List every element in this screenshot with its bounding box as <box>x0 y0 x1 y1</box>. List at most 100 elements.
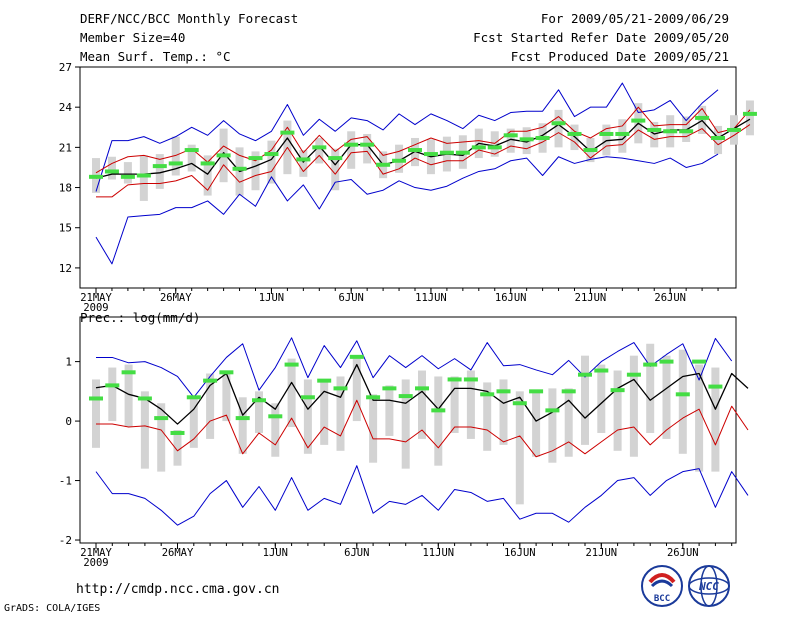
prec-spread-box <box>173 430 182 466</box>
temp-spread-box <box>363 133 372 164</box>
prec-variable-label: Prec.: log(mm/d) <box>80 310 200 325</box>
prec-median-bar <box>382 386 397 391</box>
prec-x-tick-label: 21MAY <box>80 547 112 559</box>
prec-y-tick-label: -2 <box>59 534 72 547</box>
temp-median-bar <box>663 129 678 134</box>
prec-spread-box <box>418 370 426 439</box>
prec-spread-box <box>401 379 410 469</box>
prec-spread-box <box>597 364 606 433</box>
prec-spread-box <box>515 391 524 505</box>
temp-median-bar <box>455 150 470 155</box>
temp-year-label: 2009 <box>83 302 108 314</box>
temp-spread-box <box>506 128 515 153</box>
prec-spread-box <box>385 385 394 436</box>
prec-spread-box <box>222 370 231 422</box>
prec-median-bar <box>480 392 495 397</box>
prec-y-tick-label: -1 <box>59 475 72 488</box>
prec-median-bar <box>594 368 609 373</box>
temp-median-bar <box>631 118 646 123</box>
temp-plot-frame <box>79 66 737 289</box>
temp-spread-box <box>155 154 164 189</box>
temp-spread-box <box>395 144 404 173</box>
prec-median-bar <box>675 392 690 397</box>
website-url[interactable]: http://cmdp.ncc.cma.gov.cn <box>76 582 280 597</box>
temp-median-bar <box>168 161 183 166</box>
variable-label: Mean Surf. Temp.: °C <box>80 49 231 64</box>
temp-median-bar <box>328 156 343 161</box>
prec-spread-box <box>483 382 492 451</box>
prec-median-bar <box>333 386 348 391</box>
prec-spread-box <box>499 379 508 445</box>
temp-x-tick-label: 26JUN <box>654 292 686 304</box>
prec-spread-box <box>92 379 100 448</box>
temp-median-bar <box>567 131 582 136</box>
prec-y-tick-label: 1 <box>65 356 72 369</box>
forecast-produced-date: Fcst Produced Date 2009/05/21 <box>510 49 729 64</box>
temp-spread-box <box>554 109 563 148</box>
temp-spread-box <box>203 155 212 196</box>
prec-median-bar <box>626 372 641 377</box>
temp-spread-box <box>171 136 180 176</box>
prec-spread-box <box>434 376 443 466</box>
temp-median-bar <box>535 135 550 140</box>
prec-median-bar <box>463 377 478 382</box>
prec-spread-box <box>711 367 720 472</box>
temp-median-bar <box>727 127 741 132</box>
prec-spread-box <box>646 343 655 433</box>
prec-spread-box <box>466 370 475 439</box>
prec-x-tick-label: 16JUN <box>504 547 536 559</box>
prec-spread-box <box>157 403 166 472</box>
prec-median-bar <box>203 378 218 383</box>
temp-median-bar <box>216 153 231 158</box>
temp-spread-box <box>347 131 356 169</box>
prec-spread-box <box>564 388 573 457</box>
temp-spread-box <box>251 151 260 191</box>
prec-spread-box <box>140 391 149 469</box>
temp-median-bar <box>344 142 359 147</box>
temp-median-bar <box>376 162 391 167</box>
prec-median-bar <box>659 359 674 364</box>
temp-lower-line <box>96 124 751 198</box>
temp-median-bar <box>599 131 614 136</box>
temp-median-bar <box>392 158 407 163</box>
prec-median-bar <box>643 362 658 367</box>
prec-x-tick-label: 11JUN <box>422 547 454 559</box>
temp-spread-box <box>139 155 148 201</box>
temp-median-bar <box>615 131 630 136</box>
prec-median-bar <box>496 389 511 394</box>
prec-median-bar <box>415 386 429 391</box>
prec-median-bar <box>235 416 250 421</box>
prec-spread-box <box>678 349 687 454</box>
temp-median-bar <box>89 174 103 179</box>
temp-median-bar <box>200 161 215 166</box>
prec-max-line <box>96 337 733 398</box>
prec-median-bar <box>366 395 381 400</box>
temp-median-bar <box>104 169 119 174</box>
prec-spread-box <box>124 364 133 428</box>
temp-median-bar <box>408 148 422 153</box>
temp-median-bar <box>120 174 135 179</box>
temp-mean-line <box>95 118 751 179</box>
temp-spread-box <box>107 156 116 180</box>
prec-median-bar <box>137 396 152 401</box>
temp-spread-box <box>698 105 707 134</box>
prec-median-bar <box>170 430 185 435</box>
prec-spread-box <box>369 394 378 463</box>
temp-x-tick-label: 26MAY <box>160 292 192 304</box>
prec-spread-box <box>206 373 215 439</box>
temp-y-tick-label: 24 <box>59 101 73 114</box>
temp-median-bar <box>711 135 726 140</box>
prec-spread-box <box>450 376 459 433</box>
prec-spread-box <box>695 364 704 472</box>
prec-spread-line <box>96 399 749 458</box>
temp-x-tick-label: 21MAY <box>80 292 112 304</box>
temp-median-bar <box>471 145 486 150</box>
temp-median-bar <box>742 111 757 116</box>
temp-median-bar <box>296 157 311 162</box>
temp-spread-box <box>123 162 132 184</box>
temp-spread-box <box>602 124 611 156</box>
prec-spread-box <box>108 367 117 422</box>
prec-x-tick-label: 26MAY <box>162 547 194 559</box>
prec-spread-box <box>629 355 638 457</box>
prec-mean-line <box>95 363 749 425</box>
